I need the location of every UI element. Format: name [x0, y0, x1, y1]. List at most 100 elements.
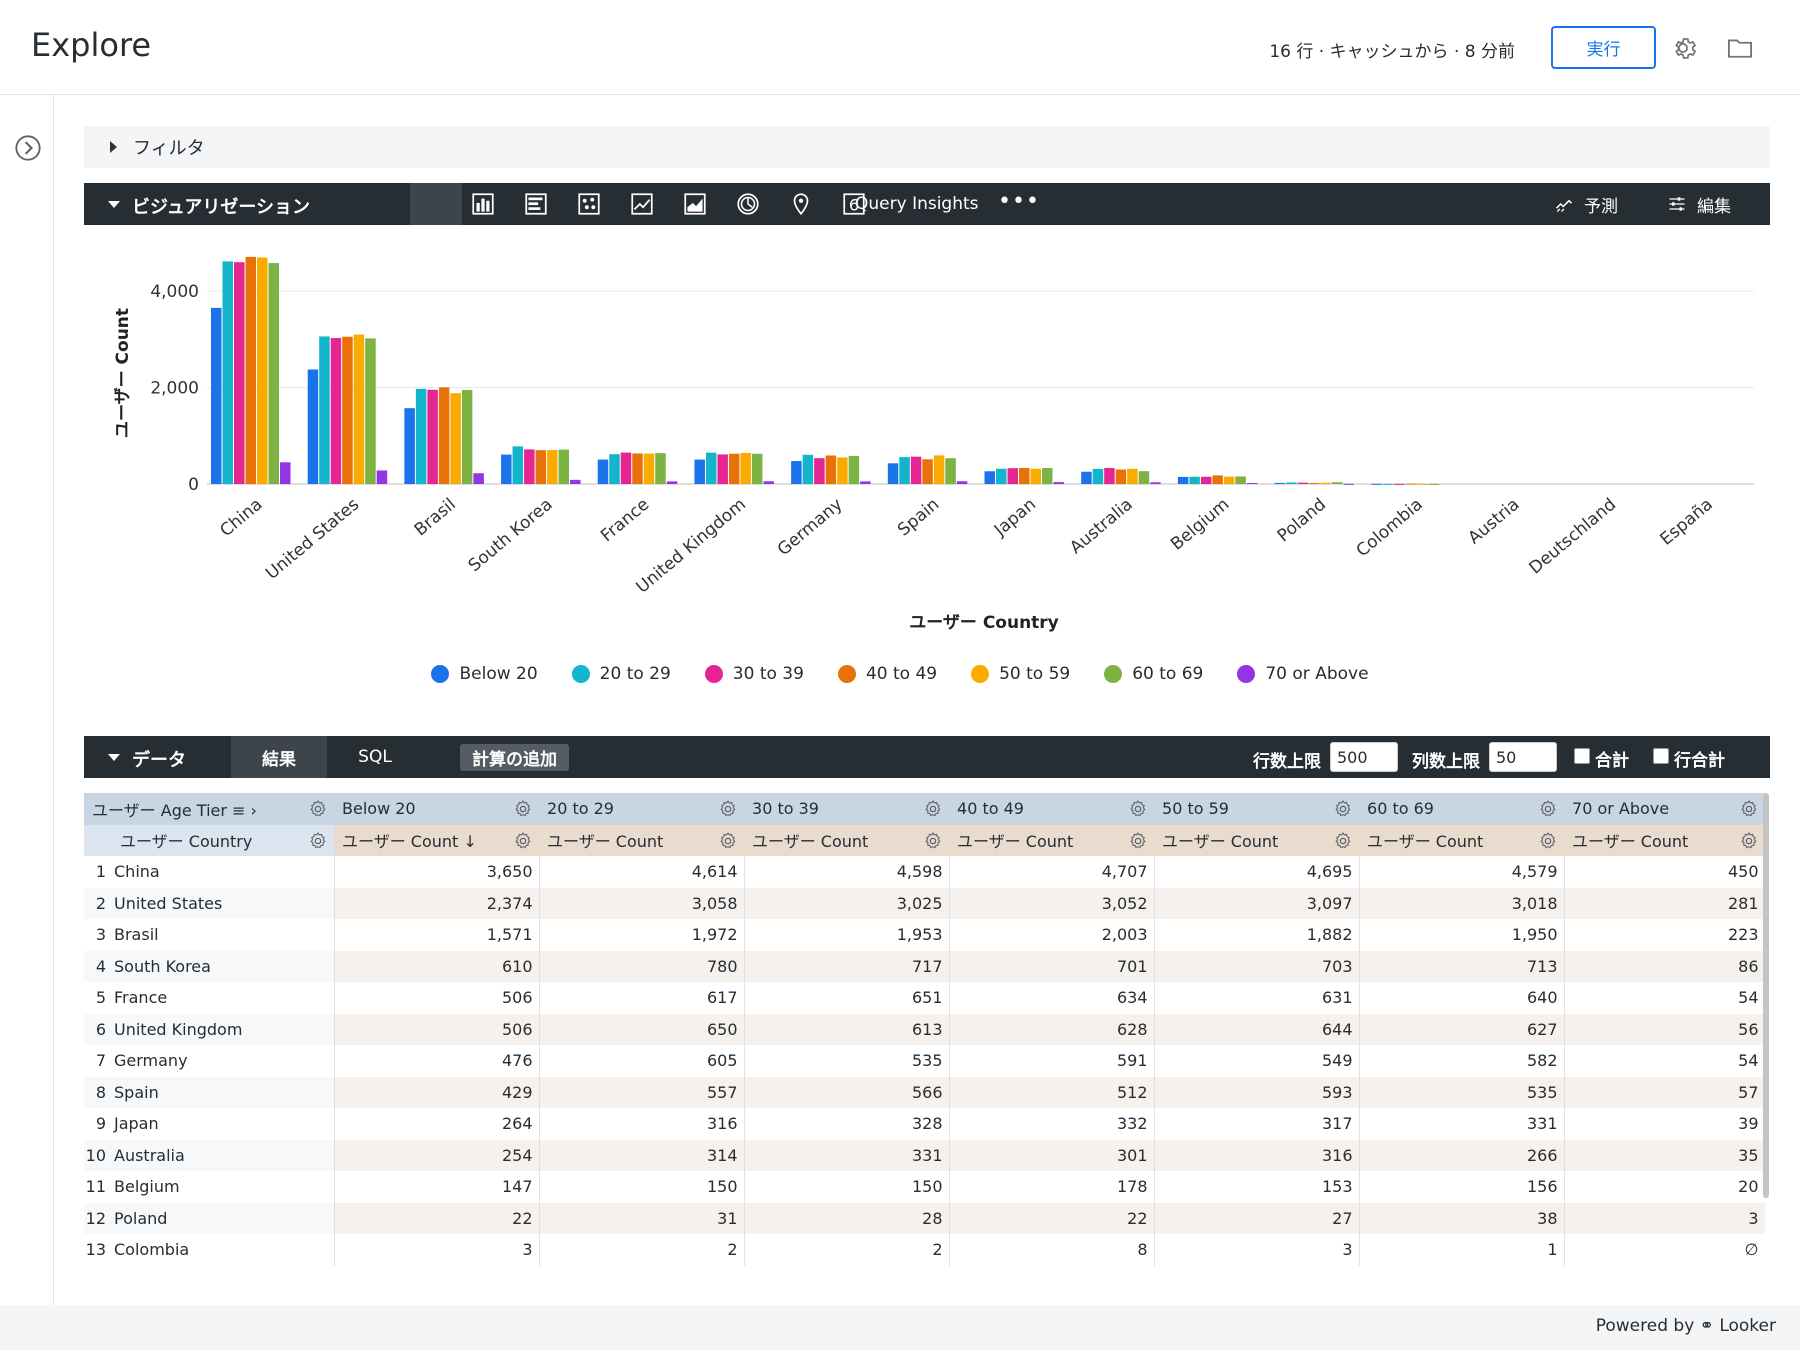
count-cell[interactable]: 644 — [1154, 1013, 1360, 1045]
gear-icon[interactable] — [308, 831, 328, 851]
count-cell[interactable]: 1 — [1359, 1234, 1565, 1266]
map-pin-icon[interactable] — [775, 183, 827, 225]
pivot-column-header[interactable]: 50 to 59 — [1154, 793, 1360, 825]
count-cell[interactable]: 8 — [949, 1234, 1155, 1266]
legend-item[interactable]: 40 to 49 — [837, 664, 937, 684]
count-cell[interactable]: 314 — [539, 1139, 745, 1171]
count-cell[interactable]: 717 — [744, 950, 950, 982]
count-cell[interactable]: 266 — [1359, 1139, 1565, 1171]
country-cell[interactable]: United Kingdom — [112, 1013, 335, 1045]
column-chart-icon[interactable] — [457, 183, 509, 225]
gear-icon[interactable] — [1739, 799, 1759, 819]
count-cell[interactable]: 3,052 — [949, 887, 1155, 919]
count-cell[interactable]: 613 — [744, 1013, 950, 1045]
chevron-right-icon[interactable]: › — [250, 800, 257, 820]
gear-icon[interactable] — [1128, 799, 1148, 819]
row-totals-checkbox[interactable] — [1653, 748, 1669, 764]
pie-chart-icon[interactable] — [722, 183, 774, 225]
gear-icon[interactable] — [1333, 799, 1353, 819]
count-cell[interactable]: 3,058 — [539, 887, 745, 919]
count-cell[interactable]: 332 — [949, 1108, 1155, 1140]
count-cell[interactable]: 3 — [1564, 1202, 1765, 1234]
collapse-arrow-icon[interactable] — [108, 754, 120, 761]
count-cell[interactable]: 593 — [1154, 1076, 1360, 1108]
gear-icon[interactable] — [1333, 831, 1353, 851]
country-cell[interactable]: Belgium — [112, 1171, 335, 1203]
count-cell[interactable]: 1,571 — [334, 919, 540, 951]
count-cell[interactable]: 535 — [1359, 1076, 1565, 1108]
count-cell[interactable]: 31 — [539, 1202, 745, 1234]
legend-item[interactable]: 50 to 59 — [971, 664, 1070, 684]
pivot-column-header[interactable]: 60 to 69 — [1359, 793, 1565, 825]
row-limit-input[interactable] — [1330, 742, 1398, 772]
gear-icon[interactable] — [513, 831, 533, 851]
count-cell[interactable]: 3,097 — [1154, 887, 1360, 919]
country-cell[interactable]: United States — [112, 887, 335, 919]
count-cell[interactable]: 22 — [334, 1202, 540, 1234]
gear-icon[interactable] — [923, 799, 943, 819]
legend-item[interactable]: 70 or Above — [1237, 664, 1369, 684]
more-options-icon[interactable]: ••• — [998, 189, 1040, 214]
count-cell[interactable]: 223 — [1564, 919, 1765, 951]
count-cell[interactable]: 713 — [1359, 950, 1565, 982]
count-cell[interactable]: 617 — [539, 982, 745, 1014]
count-cell[interactable]: 264 — [334, 1108, 540, 1140]
count-cell[interactable]: 1,953 — [744, 919, 950, 951]
country-cell[interactable]: Poland — [112, 1202, 335, 1234]
count-cell[interactable]: 3,025 — [744, 887, 950, 919]
count-cell[interactable]: 476 — [334, 1045, 540, 1077]
count-cell[interactable]: 627 — [1359, 1013, 1565, 1045]
country-cell[interactable]: Japan — [112, 1108, 335, 1140]
count-cell[interactable]: 331 — [1359, 1108, 1565, 1140]
edit-button[interactable]: 編集 — [1667, 183, 1731, 225]
area-chart-icon[interactable] — [669, 183, 721, 225]
count-cell[interactable]: 535 — [744, 1045, 950, 1077]
count-cell[interactable]: 86 — [1564, 950, 1765, 982]
count-cell[interactable]: 301 — [949, 1139, 1155, 1171]
count-cell[interactable]: 703 — [1154, 950, 1360, 982]
measure-column-header[interactable]: ユーザー Count — [744, 824, 950, 856]
count-cell[interactable]: ∅ — [1564, 1234, 1765, 1266]
add-calculation-button[interactable]: 計算の追加 — [460, 744, 569, 771]
forecast-button[interactable]: 予測 — [1554, 183, 1618, 225]
count-cell[interactable]: 2,003 — [949, 919, 1155, 951]
count-cell[interactable]: 317 — [1154, 1108, 1360, 1140]
count-cell[interactable]: 506 — [334, 1013, 540, 1045]
gear-icon[interactable] — [1128, 831, 1148, 851]
expand-panel-icon[interactable] — [14, 134, 42, 162]
column-limit-input[interactable] — [1489, 742, 1557, 772]
single-value-icon[interactable]: 6 — [828, 183, 880, 225]
pivot-header[interactable]: ユーザー Age Tier ≡ › — [84, 793, 335, 825]
collapse-arrow-icon[interactable] — [108, 201, 120, 208]
count-cell[interactable]: 4,707 — [949, 856, 1155, 888]
pivot-column-header[interactable]: 40 to 49 — [949, 793, 1155, 825]
table-scrollbar[interactable] — [1763, 793, 1769, 1198]
gear-icon[interactable] — [1739, 831, 1759, 851]
count-cell[interactable]: 316 — [539, 1108, 745, 1140]
count-cell[interactable]: 651 — [744, 982, 950, 1014]
query-insights-button[interactable]: Query Insights — [855, 194, 979, 214]
gear-icon[interactable] — [1538, 799, 1558, 819]
scatter-icon[interactable] — [563, 183, 615, 225]
count-cell[interactable]: 328 — [744, 1108, 950, 1140]
country-cell[interactable]: Colombia — [112, 1234, 335, 1266]
measure-column-header[interactable]: ユーザー Count — [949, 824, 1155, 856]
measure-column-header[interactable]: ユーザー Count — [1359, 824, 1565, 856]
column-chart-icon[interactable] — [410, 183, 462, 225]
count-cell[interactable]: 20 — [1564, 1171, 1765, 1203]
count-cell[interactable]: 3,018 — [1359, 887, 1565, 919]
gear-icon[interactable] — [1538, 831, 1558, 851]
legend-item[interactable]: 60 to 69 — [1104, 664, 1203, 684]
count-cell[interactable]: 4,598 — [744, 856, 950, 888]
count-cell[interactable]: 150 — [539, 1171, 745, 1203]
count-cell[interactable]: 512 — [949, 1076, 1155, 1108]
gear-icon[interactable] — [1669, 34, 1697, 62]
count-cell[interactable]: 566 — [744, 1076, 950, 1108]
count-cell[interactable]: 3,650 — [334, 856, 540, 888]
gear-icon[interactable] — [513, 799, 533, 819]
count-cell[interactable]: 147 — [334, 1171, 540, 1203]
country-cell[interactable]: Australia — [112, 1139, 335, 1171]
count-cell[interactable]: 156 — [1359, 1171, 1565, 1203]
legend-item[interactable]: Below 20 — [431, 664, 538, 684]
count-cell[interactable]: 27 — [1154, 1202, 1360, 1234]
